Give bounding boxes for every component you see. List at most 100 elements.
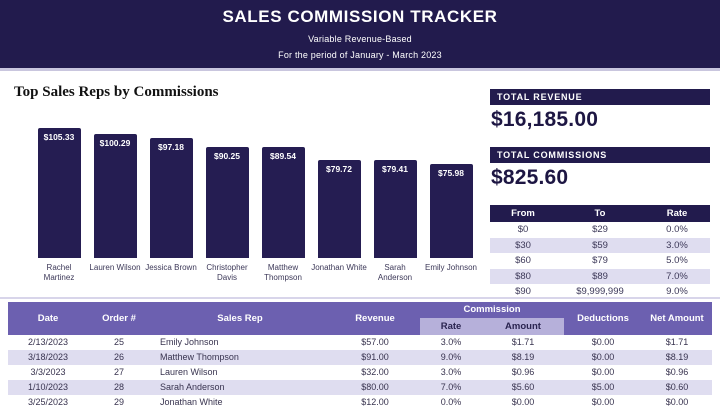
- orders-table-cell: 3.0%: [440, 367, 462, 377]
- orders-table-row[interactable]: 1/10/2023 28 Sarah Anderson $80.00 7.0% $5.60…: [8, 380, 712, 395]
- bar-slot: $89.54: [255, 128, 311, 258]
- orders-header-order: Order #: [102, 313, 136, 324]
- bar-value-label: $75.98: [438, 168, 464, 178]
- bar-slot: $105.33: [31, 128, 87, 258]
- orders-header-rate: Rate: [420, 318, 482, 335]
- rate-table-row[interactable]: $80 $89 7.0%: [490, 268, 710, 284]
- orders-table-cell: 26: [113, 352, 124, 362]
- app-header: SALES COMMISSION TRACKER Variable Revenu…: [0, 0, 720, 71]
- bar-category-label: Jonathan White: [311, 263, 367, 272]
- rate-table-body: $0 $29 0.0% $30 $59 3.0% $60 $79 5.0% $80 $89 7.0% $…: [490, 222, 710, 300]
- orders-table-cell: $1.71: [665, 337, 689, 347]
- rate-table-cell: $59: [592, 239, 608, 251]
- rate-table-cell: $29: [592, 224, 608, 235]
- orders-header-commission-group: Commission: [463, 304, 521, 315]
- bar-category-label: Rachel Martinez: [43, 263, 75, 282]
- rate-table-cell: $60: [515, 255, 531, 266]
- rate-table-cell: 7.0%: [666, 270, 688, 282]
- bar-category-label: Christopher Davis: [206, 263, 248, 282]
- bar-category-label: Emily Johnson: [424, 263, 478, 272]
- orders-table-row[interactable]: 3/3/2023 27 Lauren Wilson $32.00 3.0% $0.96 $0…: [8, 365, 712, 380]
- orders-table-cell: Emily Johnson: [160, 337, 219, 347]
- commission-bar: $89.54: [261, 147, 305, 258]
- rate-table-cell: 0.0%: [666, 224, 688, 235]
- rate-table-header-rate: Rate: [666, 208, 688, 219]
- orders-table-row[interactable]: 3/25/2023 29 Jonathan White $12.00 0.0% $0.00…: [8, 395, 712, 407]
- orders-table-cell: 9.0%: [440, 352, 462, 362]
- orders-header-revenue: Revenue: [355, 313, 395, 324]
- rate-table-cell: $79: [592, 255, 608, 266]
- orders-table-row[interactable]: 2/13/2023 25 Emily Johnson $57.00 3.0% $1.71 $…: [8, 335, 712, 350]
- commission-rate-table: From To Rate $0 $29 0.0% $30 $59 3.0% $60 $79 5.…: [490, 205, 710, 300]
- bar-category-label: Lauren Wilson: [89, 263, 141, 272]
- bar-value-label: $105.33: [43, 132, 75, 142]
- orders-header-net-amount: Net Amount: [650, 313, 704, 324]
- orders-table-cell: 28: [113, 382, 124, 392]
- rate-table-cell: 3.0%: [666, 239, 688, 251]
- bar-value-label: $100.29: [99, 138, 131, 148]
- orders-header-deductions: Deductions: [577, 313, 629, 324]
- bar-slot: $97.18: [143, 128, 199, 258]
- orders-table-cell: $0.00: [591, 397, 615, 407]
- orders-table-row[interactable]: 3/18/2023 26 Matthew Thompson $91.00 9.0% $8.…: [8, 350, 712, 365]
- bar-value-label: $79.72: [326, 164, 352, 174]
- orders-table-cell: $0.00: [591, 367, 615, 377]
- rate-table-row[interactable]: $0 $29 0.0%: [490, 222, 710, 238]
- orders-table-cell: 3.0%: [440, 337, 462, 347]
- orders-table-cell: 1/10/2023: [27, 382, 69, 392]
- rate-table-row[interactable]: $90 $9,999,999 9.0%: [490, 284, 710, 300]
- rate-table-header-row: From To Rate: [490, 205, 710, 222]
- commission-bar: $79.72: [317, 160, 361, 258]
- rate-table-cell: $0: [517, 224, 529, 235]
- orders-table-cell: 29: [113, 397, 124, 407]
- orders-table-header: Date Order # Sales Rep Revenue Commissio…: [8, 302, 712, 335]
- orders-table-cell: $0.00: [511, 397, 535, 407]
- orders-table-cell: $32.00: [361, 367, 389, 377]
- orders-table-cell: 3/25/2023: [27, 397, 69, 407]
- orders-header-amount: Amount: [482, 318, 564, 335]
- orders-header-sales-rep: Sales Rep: [217, 313, 263, 324]
- orders-table-cell: 0.0%: [440, 397, 462, 407]
- bar-value-label: $90.25: [214, 151, 240, 161]
- orders-header-date: Date: [37, 313, 59, 324]
- orders-table-cell: $80.00: [361, 382, 389, 392]
- orders-table-cell: 27: [113, 367, 124, 377]
- commission-bar: $105.33: [37, 128, 81, 258]
- orders-table-cell: $5.00: [591, 382, 615, 392]
- chart-title: Top Sales Reps by Commissions: [14, 84, 219, 100]
- rate-table-row[interactable]: $60 $79 5.0%: [490, 253, 710, 269]
- rate-table-row[interactable]: $30 $59 3.0%: [490, 237, 710, 253]
- orders-table-cell: $8.19: [665, 352, 689, 362]
- rate-table-cell: $90: [515, 286, 531, 297]
- orders-table-cell: 3/18/2023: [27, 352, 69, 362]
- bar-slot: $100.29: [87, 128, 143, 258]
- orders-table-cell: Matthew Thompson: [160, 352, 239, 362]
- total-commissions-header: TOTAL COMMISSIONS: [490, 147, 710, 163]
- orders-table-cell: Jonathan White: [160, 397, 223, 407]
- total-commissions-value: $825.60: [491, 166, 569, 189]
- commission-bar: $100.29: [93, 134, 137, 258]
- bar-value-label: $89.54: [270, 151, 296, 161]
- bar-category-label: Jessica Brown: [145, 263, 197, 272]
- rate-table-cell: $80: [515, 270, 531, 282]
- orders-table-cell: 25: [113, 337, 124, 347]
- commission-bar: $75.98: [429, 164, 473, 258]
- bar-slot: $90.25: [199, 128, 255, 258]
- bar-category-label: Matthew Thompson: [264, 263, 302, 282]
- page-title: SALES COMMISSION TRACKER: [222, 7, 498, 26]
- orders-table-cell: $12.00: [361, 397, 389, 407]
- rate-table-header-to: To: [594, 208, 606, 219]
- orders-table-cell: $91.00: [361, 352, 389, 362]
- rate-table-cell: 9.0%: [666, 286, 688, 297]
- header-period: For the period of January - March 2023: [278, 50, 442, 60]
- header-subtitle: Variable Revenue-Based: [308, 34, 412, 44]
- commission-bar: $90.25: [205, 147, 249, 258]
- commission-bar: $79.41: [373, 160, 417, 258]
- bar-chart: $105.33 $100.29 $97.18 $90.25 $89.54 $79.72 $7…: [31, 128, 479, 258]
- bar-slot: $75.98: [423, 128, 479, 258]
- orders-table-cell: 3/3/2023: [30, 367, 66, 377]
- total-revenue-header: TOTAL REVENUE: [490, 89, 710, 105]
- bar-slot: $79.72: [311, 128, 367, 258]
- orders-table-body: 2/13/2023 25 Emily Johnson $57.00 3.0% $1.71 $…: [8, 335, 712, 407]
